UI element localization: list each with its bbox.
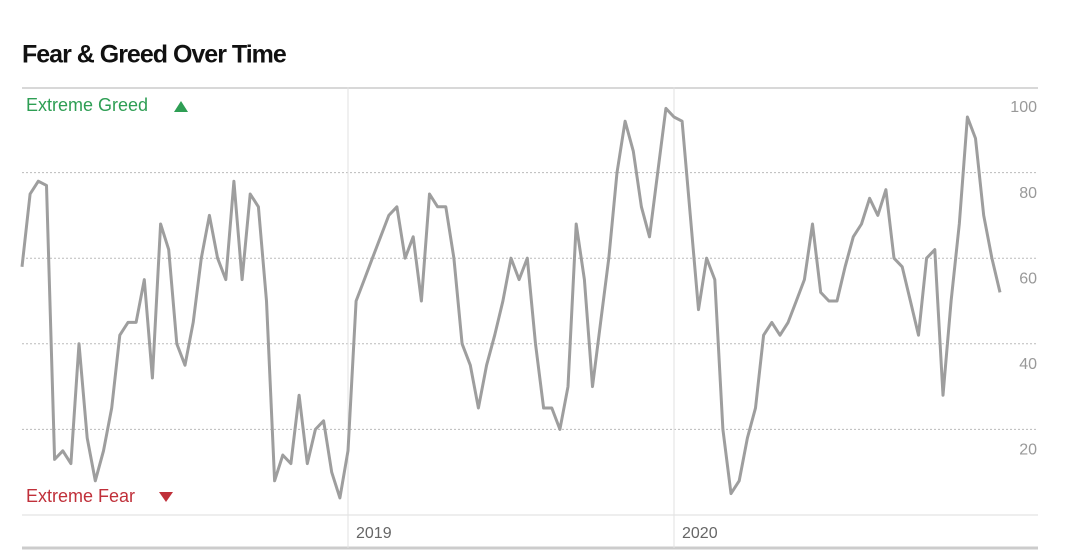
y-tick-label: 20 <box>1019 442 1037 459</box>
greed-arrow <box>174 101 188 112</box>
x-tick-label: 2019 <box>356 525 392 542</box>
y-tick-label: 40 <box>1019 356 1037 373</box>
chart-title: Fear & Greed Over Time <box>22 41 287 69</box>
y-tick-label: 60 <box>1019 270 1037 287</box>
fear-greed-line <box>20 106 1002 500</box>
x-tick-label: 2020 <box>682 525 718 542</box>
fear-label: Extreme Fear <box>26 486 135 506</box>
fear-arrow <box>159 492 173 502</box>
y-tick-label: 80 <box>1019 185 1037 202</box>
y-tick-label: 100 <box>1010 99 1037 116</box>
greed-label: Extreme Greed <box>26 95 148 115</box>
